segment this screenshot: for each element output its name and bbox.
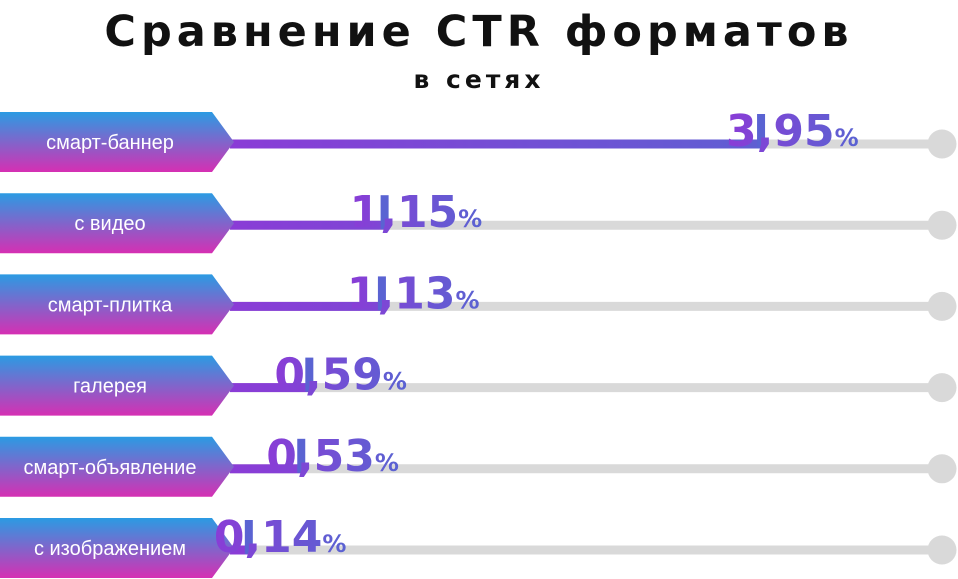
data-label-unit: % bbox=[458, 205, 482, 233]
bar-end-marker bbox=[305, 357, 314, 392]
category-label: с изображением bbox=[34, 538, 186, 560]
data-label-unit: % bbox=[455, 286, 479, 314]
data-label-value: 1,15 bbox=[350, 187, 459, 238]
data-label-value: 0,53 bbox=[266, 431, 375, 482]
track-end-dot bbox=[927, 210, 957, 240]
track-end-dot bbox=[927, 129, 957, 159]
category-label: галерея bbox=[73, 376, 147, 398]
data-label-value: 1,13 bbox=[347, 268, 456, 319]
category-tag bbox=[0, 436, 234, 497]
category-label: смарт-плитка bbox=[48, 294, 173, 316]
bar bbox=[230, 383, 310, 393]
chart-title: Сравнение CTR форматов bbox=[104, 7, 854, 57]
bar-end-marker bbox=[380, 195, 389, 230]
bar-end-marker bbox=[244, 520, 253, 554]
bar-end-marker bbox=[297, 438, 306, 473]
data-label-unit: % bbox=[375, 449, 399, 477]
bar-end-marker bbox=[757, 114, 766, 148]
category-label: с видео bbox=[74, 213, 145, 235]
data-label-value: 0,59 bbox=[274, 350, 383, 401]
chart-subtitle: в сетях bbox=[413, 65, 545, 94]
category-tag bbox=[0, 112, 234, 172]
data-label-value: 0,14 bbox=[214, 512, 323, 563]
bar bbox=[230, 220, 385, 230]
track-end-dot bbox=[927, 373, 957, 403]
category-tag bbox=[0, 518, 234, 578]
category-label: смарт-баннер bbox=[46, 132, 174, 154]
bar bbox=[230, 139, 762, 149]
data-label: 0,53% bbox=[266, 431, 399, 482]
category-tag bbox=[0, 355, 234, 416]
track-end-dot bbox=[927, 535, 957, 565]
bar bbox=[230, 301, 382, 311]
bar bbox=[230, 545, 249, 555]
bar bbox=[230, 464, 302, 474]
category-label: смарт-объявление bbox=[24, 457, 197, 479]
data-label: 1,13% bbox=[347, 268, 480, 319]
data-label-unit: % bbox=[322, 530, 346, 558]
bar-end-marker bbox=[377, 276, 386, 311]
track-end-dot bbox=[927, 454, 957, 484]
category-tag bbox=[0, 274, 234, 335]
category-tag bbox=[0, 193, 234, 254]
data-label-value: 3,95 bbox=[726, 106, 835, 157]
data-label: 1,15% bbox=[350, 187, 483, 238]
data-label: 0,14% bbox=[214, 512, 347, 563]
track-end-dot bbox=[927, 291, 957, 321]
data-label-unit: % bbox=[835, 124, 859, 152]
data-label-unit: % bbox=[383, 368, 407, 396]
data-label: 0,59% bbox=[274, 350, 407, 401]
data-label: 3,95% bbox=[726, 106, 859, 157]
